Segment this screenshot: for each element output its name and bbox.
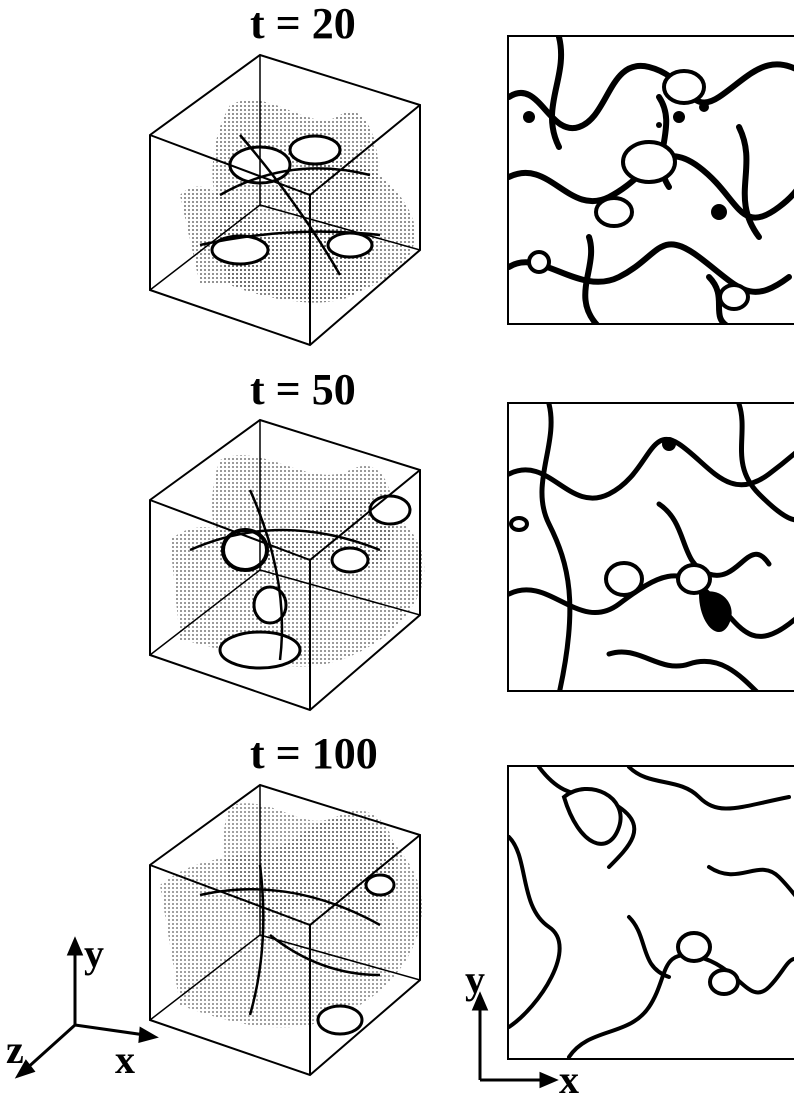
axis-label-z-3d: z [6,1027,24,1072]
axes-2d: y x [455,957,585,1102]
cube-render-t100 [140,775,440,1080]
axis-label-x-3d: x [115,1037,135,1082]
axis-label-x-2d: x [559,1057,579,1102]
time-label-t50: t = 50 [250,365,356,414]
axes-triad-3d: y x z [0,930,180,1090]
slice-render-t20 [507,35,794,325]
time-label-t20: t = 20 [250,0,356,48]
cube-render-t20 [140,45,440,350]
slice-render-t50 [507,402,794,692]
axis-label-y-2d: y [465,957,485,1002]
axis-label-y-3d: y [84,931,104,976]
slice-render-t100 [507,765,794,1060]
time-label-t100: t = 100 [250,729,378,778]
cube-render-t50 [140,410,440,715]
